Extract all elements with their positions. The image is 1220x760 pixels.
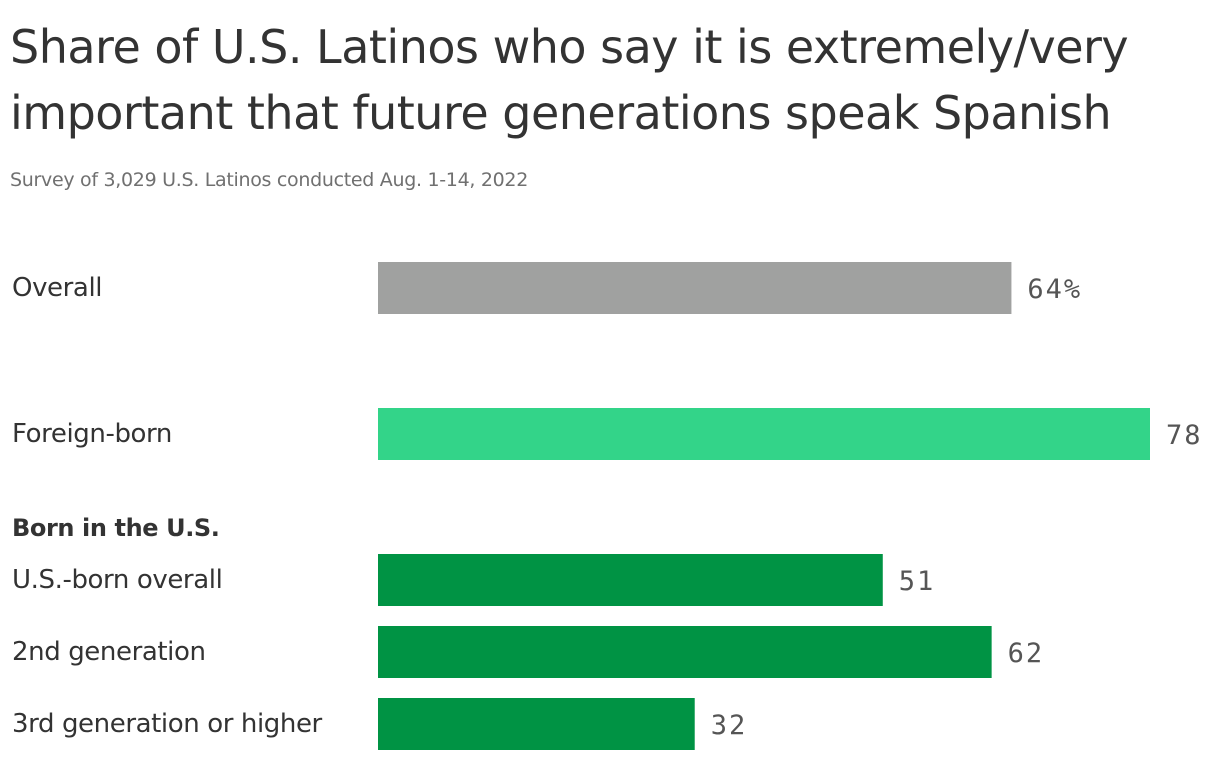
value-label-overall: 64% bbox=[1027, 274, 1082, 305]
bar-3rd-generation-or-higher bbox=[378, 698, 695, 750]
category-label-3rd-generation-or-higher: 3rd generation or higher bbox=[12, 709, 323, 739]
category-label-overall: Overall bbox=[12, 273, 102, 303]
chart-title: Share of U.S. Latinos who say it is extr… bbox=[10, 20, 1129, 140]
bar-u-s-born-overall bbox=[378, 554, 883, 606]
category-label-foreign-born: Foreign-born bbox=[12, 419, 172, 449]
bar-2nd-generation bbox=[378, 626, 992, 678]
value-label-foreign-born: 78 bbox=[1166, 420, 1203, 451]
value-label-u-s-born-overall: 51 bbox=[899, 566, 936, 597]
value-label-2nd-generation: 62 bbox=[1008, 638, 1045, 669]
bar-overall bbox=[378, 262, 1012, 314]
category-label-2nd-generation: 2nd generation bbox=[12, 637, 206, 667]
bar-foreign-born bbox=[378, 408, 1150, 460]
group-label: Born in the U.S. bbox=[12, 514, 220, 542]
chart-subtitle: Survey of 3,029 U.S. Latinos conducted A… bbox=[10, 169, 528, 191]
category-label-u-s-born-overall: U.S.-born overall bbox=[12, 565, 222, 595]
value-label-3rd-generation-or-higher: 32 bbox=[711, 710, 748, 741]
